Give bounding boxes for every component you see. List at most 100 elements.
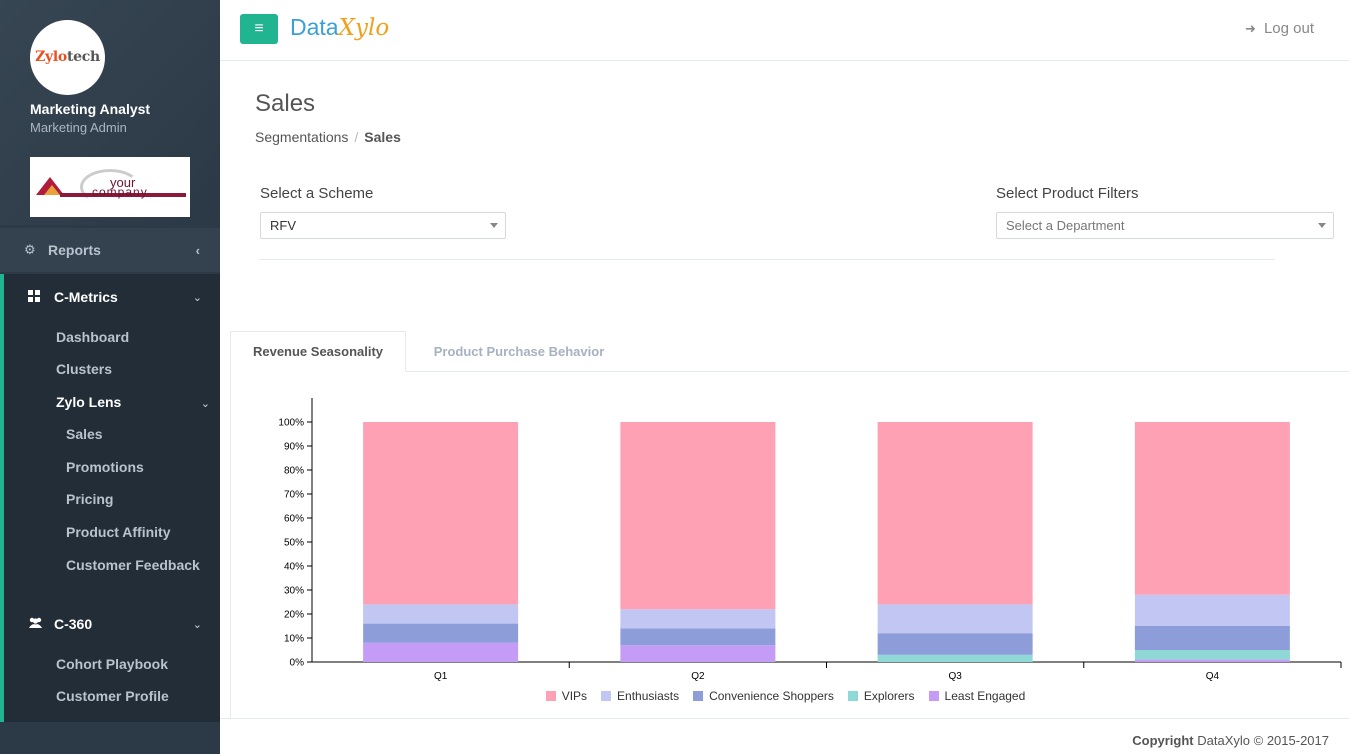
y-tick-label: 30% (284, 586, 304, 597)
y-tick-label: 40% (284, 562, 304, 573)
legend-swatch (545, 691, 556, 701)
y-tick-label: 100% (278, 418, 304, 429)
sidebar-item-dashboard[interactable]: Dashboard (56, 329, 130, 345)
sidebar-item-promotions[interactable]: Promotions (66, 459, 144, 475)
y-tick-label: 70% (284, 490, 304, 501)
legend-swatch (928, 691, 939, 701)
app-logo[interactable]: DataXylo (290, 14, 389, 41)
sidebar-item-c360-label: C-360 (54, 616, 93, 632)
sidebar-item-product-affinity[interactable]: Product Affinity (66, 524, 171, 540)
x-tick-label: Q4 (1206, 671, 1220, 682)
legend-swatch (601, 691, 612, 701)
bar-segment-enthusiasts (363, 604, 519, 624)
sidebar-item-reports[interactable]: ⚙ Reports ‹ (0, 228, 220, 272)
sidebar: Zylotech Marketing Analyst Marketing Adm… (0, 0, 220, 754)
scheme-select[interactable]: RFV (260, 212, 506, 239)
sign-out-icon: ➜ (1245, 20, 1256, 36)
legend-item[interactable]: VIPs (545, 689, 587, 703)
bar-segment-explorers (877, 654, 1033, 662)
bar-segment-convenience-shoppers (620, 628, 776, 646)
sidebar-section-cmetrics: C-Metrics ⌄ Dashboard Clusters Zylo Lens… (0, 274, 220, 604)
tab-product-purchase-behavior[interactable]: Product Purchase Behavior (433, 344, 605, 359)
chevron-down-icon[interactable]: ⌄ (192, 619, 202, 631)
logo-xylo-text: Xylo (338, 15, 390, 41)
users-icon (28, 616, 44, 632)
bar-segment-vips (1134, 422, 1290, 595)
legend-label: Convenience Shoppers (709, 689, 834, 703)
scheme-select-value: RFV (270, 218, 296, 233)
logo-swoosh (80, 169, 140, 205)
sidebar-section-c360: C-360 ⌄ Cohort Playbook Customer Profile (0, 604, 220, 722)
dropdown-arrow-icon (490, 223, 498, 228)
legend-swatch (693, 691, 704, 701)
bar-segment-vips (877, 422, 1033, 605)
chart-panel (230, 372, 1349, 718)
bar-segment-convenience-shoppers (363, 623, 519, 643)
sidebar-item-zylo-lens[interactable]: Zylo Lens (56, 394, 122, 410)
bar-segment-explorers (1134, 650, 1290, 660)
legend-item[interactable]: Explorers (847, 689, 915, 703)
breadcrumb-current: Sales (364, 129, 401, 145)
bar-segment-vips (620, 422, 776, 610)
logo-data-text: Data (290, 14, 339, 40)
bar-segment-enthusiasts (877, 604, 1033, 634)
logout-label: Log out (1263, 20, 1314, 37)
avatar: Zylotech (30, 20, 105, 95)
filters-divider (259, 259, 1275, 260)
top-navbar: ≡ DataXylo ➜ Log out (220, 0, 1349, 61)
sidebar-item-cmetrics[interactable]: C-Metrics (28, 287, 118, 307)
page-title: Sales (255, 90, 316, 117)
breadcrumb-parent[interactable]: Segmentations (255, 129, 349, 145)
zylotech-logo: Zylotech (35, 49, 100, 65)
x-tick-label: Q3 (948, 671, 962, 682)
scheme-label: Select a Scheme (260, 185, 374, 202)
y-tick-label: 20% (284, 610, 304, 621)
revenue-seasonality-chart: 0% 10% 20% 30% 40% 50% 60% 70% 80% 90% 100% Q1 Q2 Q3 Q… (278, 398, 1342, 682)
legend-label: Explorers (863, 689, 915, 703)
tab-revenue-seasonality[interactable]: Revenue Seasonality (230, 331, 406, 372)
sidebar-item-cohort-playbook[interactable]: Cohort Playbook (56, 656, 169, 672)
sidebar-item-pricing[interactable]: Pricing (66, 491, 114, 507)
sidebar-item-c360[interactable]: C-360 (28, 614, 92, 634)
bar-segment-vips (363, 422, 519, 605)
avatar-brand: Zylo (35, 49, 67, 65)
sidebar-item-customer-feedback[interactable]: Customer Feedback (66, 557, 200, 573)
page-footer: Copyright DataXylo © 2015-2017 (220, 718, 1349, 754)
bar-segment-least-engaged (620, 645, 776, 662)
legend-item[interactable]: Enthusiasts (601, 689, 679, 703)
user-name: Marketing Analyst (30, 101, 151, 117)
bar-segment-enthusiasts (620, 609, 776, 629)
legend-item[interactable]: Convenience Shoppers (693, 689, 834, 703)
sidebar-item-sales[interactable]: Sales (66, 426, 103, 442)
x-tick-label: Q2 (691, 671, 705, 682)
y-tick-label: 10% (284, 634, 304, 645)
logout-button[interactable]: ➜ Log out (1245, 20, 1314, 37)
legend-swatch (847, 691, 858, 701)
y-tick-label: 0% (290, 658, 305, 669)
dashboard-gauge-icon: ⚙ (24, 242, 36, 257)
chevron-down-icon[interactable]: ⌄ (200, 398, 210, 410)
grid-icon (28, 289, 44, 305)
copyright-text: Copyright DataXylo © 2015-2017 (1132, 733, 1329, 748)
menu-toggle-button[interactable]: ≡ (240, 14, 278, 44)
copyright-label: Copyright (1132, 733, 1194, 748)
department-select[interactable]: Select a Department (996, 212, 1334, 239)
user-role: Marketing Admin (30, 120, 127, 135)
sidebar-item-customer-profile[interactable]: Customer Profile (56, 688, 169, 704)
dropdown-arrow-icon (1318, 223, 1326, 228)
legend-label: Least Engaged (944, 689, 1026, 703)
sidebar-item-cmetrics-label: C-Metrics (54, 289, 118, 305)
sidebar-profile: Zylotech Marketing Analyst Marketing Adm… (0, 0, 220, 225)
chevron-left-icon: ‹ (195, 242, 200, 258)
chevron-down-icon[interactable]: ⌄ (192, 292, 202, 304)
y-tick-label: 90% (284, 442, 304, 453)
y-tick-label: 80% (284, 466, 304, 477)
copyright-holder: DataXylo © 2015-2017 (1197, 733, 1329, 748)
breadcrumb: Segmentations / Sales (255, 129, 401, 145)
legend-item[interactable]: Least Engaged (928, 689, 1026, 703)
product-filters-label: Select Product Filters (996, 185, 1139, 202)
avatar-brand-2: tech (66, 49, 100, 65)
bar-segment-least-engaged (363, 642, 519, 662)
sidebar-item-clusters[interactable]: Clusters (56, 361, 113, 377)
company-logo-line2: company (92, 185, 148, 199)
